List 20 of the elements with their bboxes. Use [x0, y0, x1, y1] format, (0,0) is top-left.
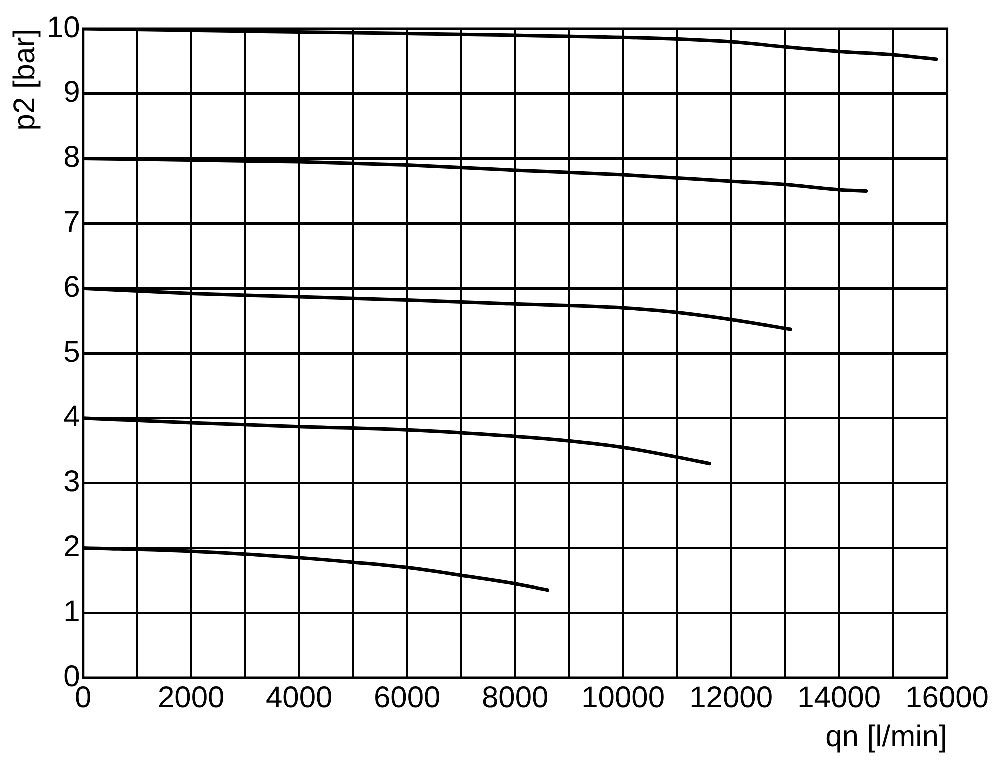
x-tick-label: 2000: [158, 681, 225, 714]
x-tick-label: 4000: [266, 681, 333, 714]
y-tick-label: 7: [64, 206, 80, 239]
x-tick-label: 8000: [482, 681, 549, 714]
x-tick-label: 14000: [798, 681, 882, 714]
y-tick-label: 4: [64, 400, 80, 434]
y-axis-title: p2 [bar]: [8, 29, 42, 131]
x-axis-title: qn [l/min]: [826, 720, 948, 754]
x-tick-label: 6000: [374, 681, 441, 714]
x-tick-label: 10000: [582, 681, 666, 714]
y-tick-label: 3: [64, 466, 80, 499]
x-tick-label: 12000: [690, 681, 774, 714]
x-tick-label: 16000: [906, 681, 990, 714]
y-tick-label: 1: [64, 595, 80, 628]
y-tick-label: 8: [64, 141, 80, 174]
y-tick-label: 5: [64, 336, 80, 369]
y-tick-label: 2: [64, 530, 80, 564]
y-tick-label: 10: [46, 11, 80, 44]
y-tick-label: 6: [64, 270, 80, 304]
y-tick-label: 9: [64, 76, 80, 110]
